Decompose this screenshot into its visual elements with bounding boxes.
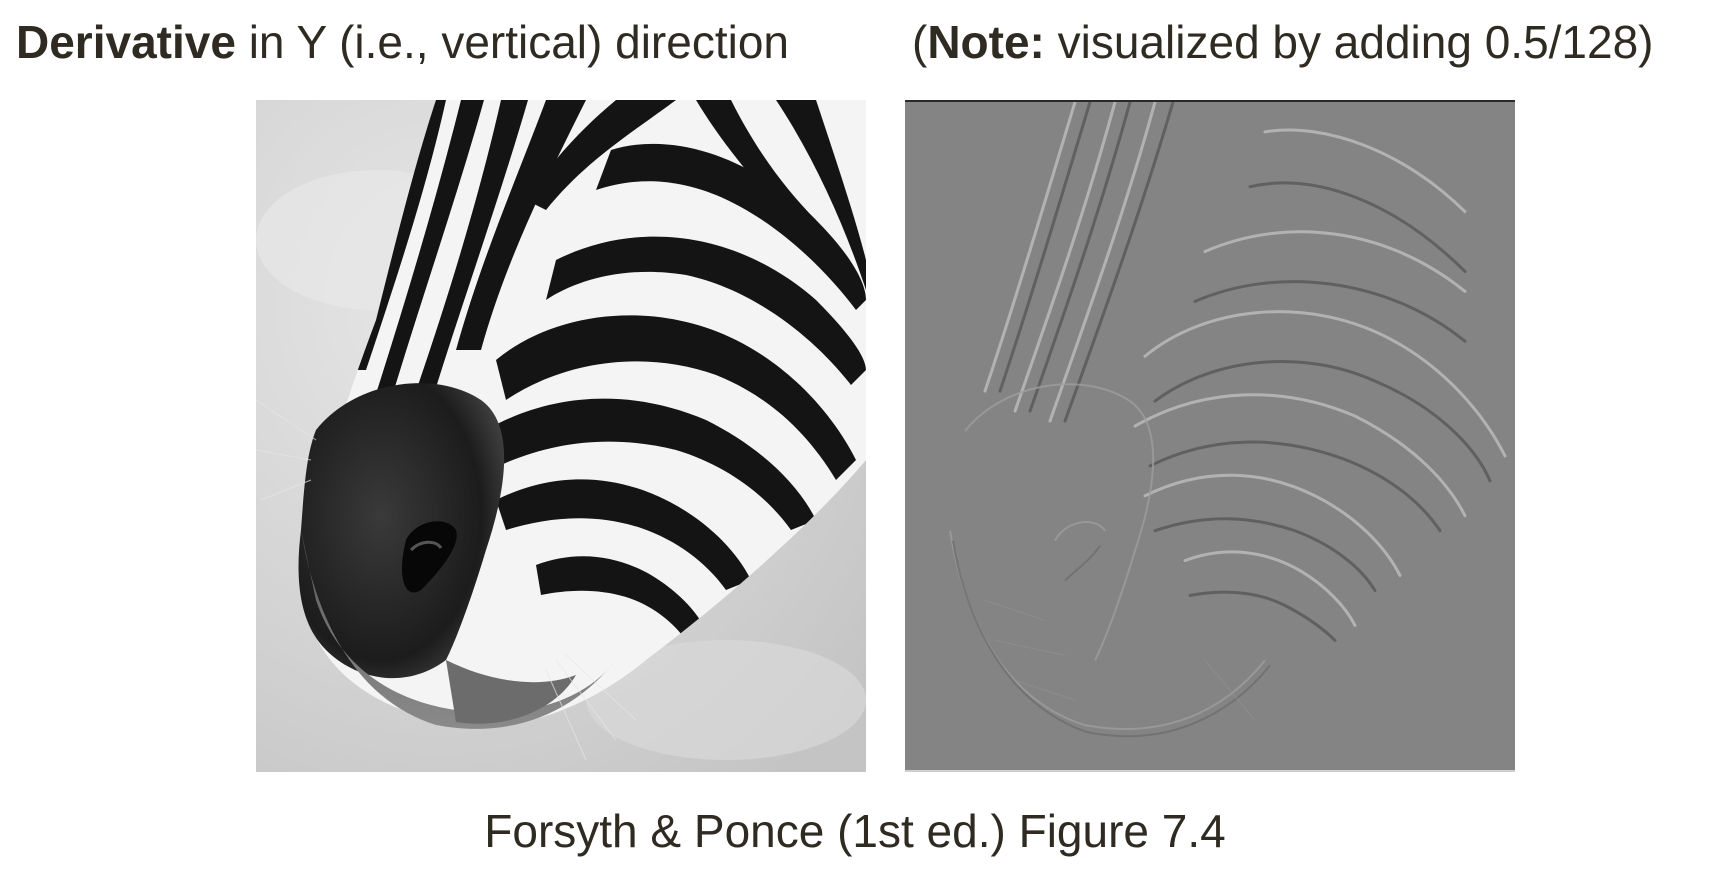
left-heading-bold: Derivative — [16, 16, 236, 68]
figure-caption: Forsyth & Ponce (1st ed.) Figure 7.4 — [484, 805, 1226, 857]
note-label: Note: — [927, 16, 1045, 68]
left-heading: Derivative in Y (i.e., vertical) directi… — [16, 14, 789, 70]
right-heading-note: (Note: visualized by adding 0.5/128) — [912, 14, 1654, 70]
zebra-derivative-drawing — [905, 102, 1515, 772]
note-text: visualized by adding 0.5/128) — [1044, 16, 1654, 68]
left-heading-rest: in Y (i.e., vertical) direction — [235, 16, 789, 68]
note-open-paren: ( — [912, 16, 928, 68]
zebra-original-image — [256, 100, 866, 772]
zebra-original-drawing — [256, 100, 866, 772]
zebra-y-derivative-image — [905, 100, 1515, 772]
